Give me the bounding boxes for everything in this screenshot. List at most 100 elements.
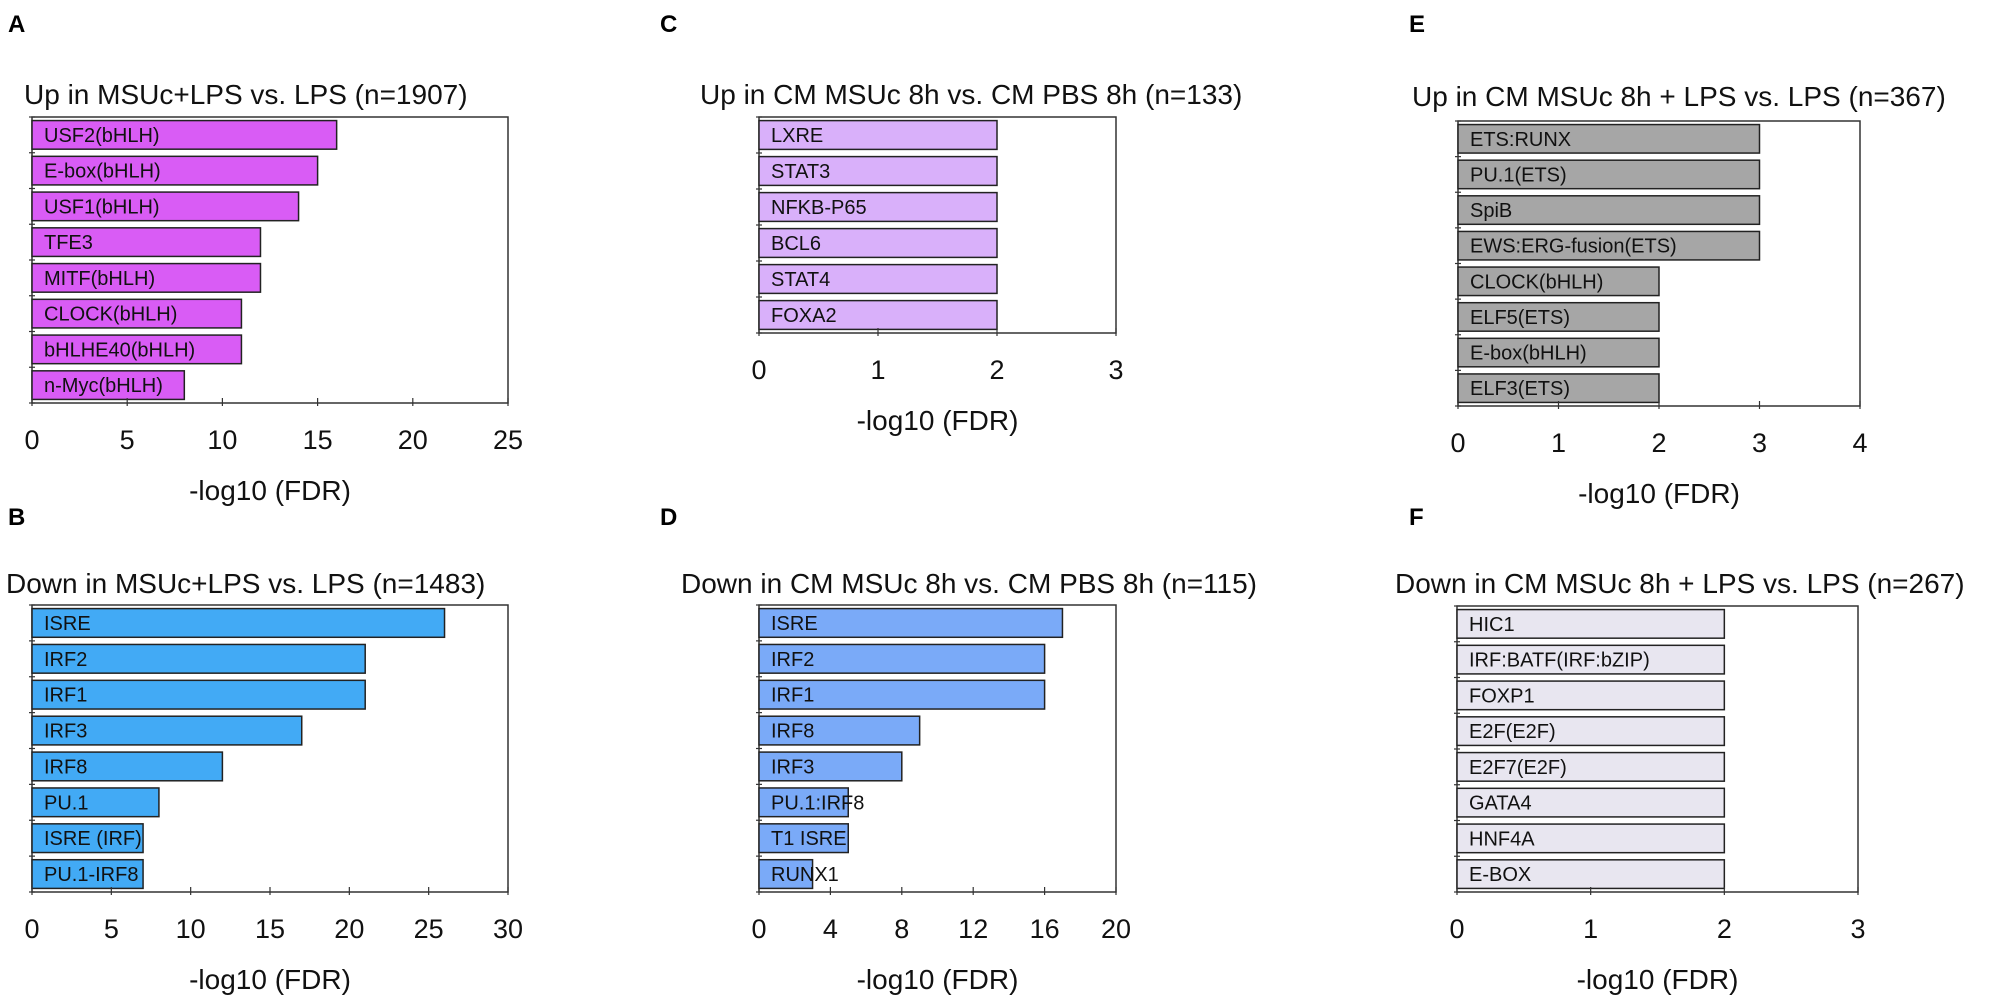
bar-label: IRF3 xyxy=(44,721,87,743)
bar xyxy=(758,751,903,782)
x-tick-label: 12 xyxy=(958,914,988,944)
x-tick-label: 10 xyxy=(176,914,206,944)
bar-label: IRF1 xyxy=(44,685,87,707)
bar xyxy=(31,858,144,890)
bar-label: PU.1 xyxy=(44,792,88,814)
bar-label: E-box(bHLH) xyxy=(1470,343,1587,365)
bar xyxy=(31,679,366,710)
bar-label: E-box(bHLH) xyxy=(44,161,161,183)
x-tick-label: 0 xyxy=(751,914,766,944)
bar-label: SpiB xyxy=(1470,200,1512,222)
x-tick-label: 5 xyxy=(104,914,119,944)
bar xyxy=(758,715,921,746)
bar-label: IRF8 xyxy=(44,756,87,778)
bar xyxy=(758,119,998,151)
bar xyxy=(1456,823,1726,854)
x-tick-label: 25 xyxy=(414,914,444,944)
bar xyxy=(1456,680,1726,711)
bar-label: CLOCK(bHLH) xyxy=(1470,271,1603,293)
bar-label: TFE3 xyxy=(44,232,93,254)
bar xyxy=(31,119,338,150)
bar-label: USF2(bHLH) xyxy=(44,125,160,147)
panel-e: E Up in CM MSUc 8h + LPS vs. LPS (n=367) E… xyxy=(1409,11,1946,509)
bar-label: E2F(E2F) xyxy=(1469,721,1556,743)
bar xyxy=(31,823,144,854)
panel-label: E xyxy=(1409,11,1425,38)
bar xyxy=(1456,787,1726,818)
bar-label: bHLHE40(bHLH) xyxy=(44,339,195,361)
x-tick-label: 20 xyxy=(398,425,428,455)
panel-label: C xyxy=(660,11,677,38)
bar xyxy=(758,191,998,223)
bar-label: ISRE xyxy=(44,613,91,635)
x-tick-label: 0 xyxy=(1450,428,1465,458)
bar-label: STAT3 xyxy=(771,161,830,183)
bar xyxy=(31,191,300,222)
x-axis-label: -log10 (FDR) xyxy=(1577,964,1739,995)
bar xyxy=(758,227,998,259)
bar xyxy=(1456,644,1726,675)
bar-label: IRF:BATF(IRF:bZIP) xyxy=(1469,650,1650,672)
x-tick-label: 2 xyxy=(1651,428,1666,458)
bar xyxy=(758,643,1046,674)
chart-title: Up in CM MSUc 8h vs. CM PBS 8h (n=133) xyxy=(700,79,1242,110)
bar xyxy=(31,370,186,401)
bar-label: USF1(bHLH) xyxy=(44,196,160,218)
x-tick-label: 0 xyxy=(24,425,39,455)
panel-label: F xyxy=(1409,504,1424,531)
x-axis-label: -log10 (FDR) xyxy=(857,405,1019,436)
bar-label: n-Myc(bHLH) xyxy=(44,375,163,397)
bar-label: PU.1-IRF8 xyxy=(44,864,138,886)
panel-label: A xyxy=(8,11,25,38)
x-tick-label: 3 xyxy=(1752,428,1767,458)
bar-label: FOXA2 xyxy=(771,305,837,327)
bar xyxy=(1456,751,1726,782)
x-tick-label: 0 xyxy=(1449,914,1464,944)
x-tick-label: 2 xyxy=(1717,914,1732,944)
bar xyxy=(1457,337,1660,368)
bar-label: PU.1(ETS) xyxy=(1470,164,1567,186)
bar-label: E2F7(E2F) xyxy=(1469,757,1567,779)
bar xyxy=(31,298,243,329)
x-tick-label: 0 xyxy=(24,914,39,944)
x-axis-label: -log10 (FDR) xyxy=(189,964,351,995)
bar xyxy=(1457,266,1660,297)
bar-label: GATA4 xyxy=(1469,793,1532,815)
bar xyxy=(1456,608,1726,639)
x-tick-label: 5 xyxy=(120,425,135,455)
bar xyxy=(758,679,1046,710)
bar-label: ELF3(ETS) xyxy=(1470,378,1570,400)
bar-label: IRF2 xyxy=(771,649,814,671)
panel-f: F Down in CM MSUc 8h + LPS vs. LPS (n=267… xyxy=(1395,504,1965,995)
bar-label: FOXP1 xyxy=(1469,685,1535,707)
bar xyxy=(31,715,303,746)
bar xyxy=(758,787,849,818)
bar-label: E-BOX xyxy=(1469,864,1531,886)
panel-c: C Up in CM MSUc 8h vs. CM PBS 8h (n=133) L… xyxy=(660,11,1242,436)
x-tick-label: 15 xyxy=(303,425,333,455)
x-tick-label: 25 xyxy=(493,425,523,455)
panel-label: D xyxy=(660,504,677,531)
panel-d: D Down in CM MSUc 8h vs. CM PBS 8h (n=115… xyxy=(660,504,1257,995)
bar-label: HNF4A xyxy=(1469,828,1535,850)
chart-title: Down in CM MSUc 8h vs. CM PBS 8h (n=115) xyxy=(681,568,1257,599)
bar-label: EWS:ERG-fusion(ETS) xyxy=(1470,236,1677,258)
bar-label: ELF5(ETS) xyxy=(1470,307,1570,329)
x-tick-label: 15 xyxy=(255,914,285,944)
bar-label: BCL6 xyxy=(771,233,821,255)
x-tick-label: 0 xyxy=(751,355,766,385)
x-tick-label: 3 xyxy=(1108,355,1123,385)
bar-label: IRF3 xyxy=(771,756,814,778)
x-tick-label: 8 xyxy=(894,914,909,944)
bar-label: IRF2 xyxy=(44,649,87,671)
bar-label: IRF1 xyxy=(771,685,814,707)
bar xyxy=(31,227,262,258)
bar xyxy=(31,643,366,674)
bar xyxy=(1457,123,1761,154)
bar-label: IRF8 xyxy=(771,721,814,743)
bar-label: PU.1:IRF8 xyxy=(771,792,864,814)
bar-label: T1 ISRE xyxy=(771,828,847,850)
bar-label: ISRE (IRF) xyxy=(44,828,142,850)
bar-label: NFKB-P65 xyxy=(771,197,867,219)
